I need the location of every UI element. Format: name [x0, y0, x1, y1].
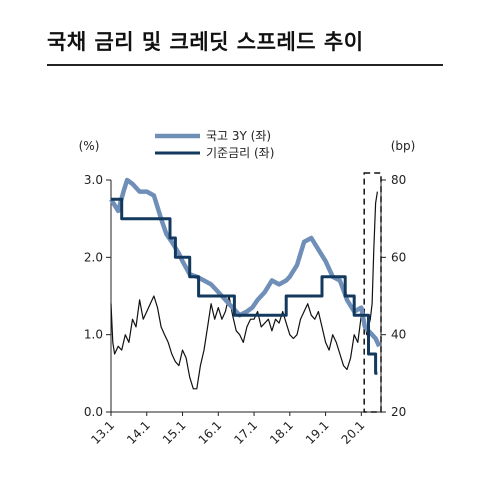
- left-tick-label: 3.0: [84, 173, 103, 187]
- legend-label-0: 국고 3Y (좌): [206, 129, 271, 143]
- chart-axes: [106, 172, 386, 416]
- page-title: 국채 금리 및 크레딧 스프레드 추이: [47, 30, 364, 54]
- x-tick-label: 16.1: [196, 418, 225, 447]
- highlight-box: [363, 172, 382, 413]
- right-axis-unit: (bp): [391, 139, 416, 153]
- chart-series-layer: [109, 177, 382, 390]
- x-tick-label: 15.1: [160, 418, 189, 447]
- x-tick-label: 13.1: [88, 418, 117, 447]
- x-tick-label: 19.1: [303, 418, 332, 447]
- right-tick-label: 40: [391, 328, 406, 342]
- x-tick-label: 14.1: [124, 418, 153, 447]
- x-tick-label: 17.1: [231, 418, 260, 447]
- left-tick-label: 1.0: [84, 328, 103, 342]
- right-tick-label: 80: [391, 173, 406, 187]
- legend-label-1: 기준금리 (좌): [206, 146, 274, 160]
- left-axis-unit: (%): [79, 139, 100, 153]
- series-line-1: [111, 197, 378, 375]
- chart-legend: 국고 3Y (좌) 기준금리 (좌): [155, 129, 274, 160]
- right-tick-label: 60: [391, 250, 406, 264]
- left-tick-label: 0.0: [84, 405, 103, 419]
- x-tick-label: 20.1: [339, 418, 368, 447]
- series-line-0: [109, 177, 382, 348]
- right-tick-label: 20: [391, 405, 406, 419]
- title-divider: [47, 64, 443, 66]
- left-tick-label: 2.0: [84, 250, 103, 264]
- series-line-2: [110, 191, 378, 390]
- x-tick-label: 18.1: [267, 418, 296, 447]
